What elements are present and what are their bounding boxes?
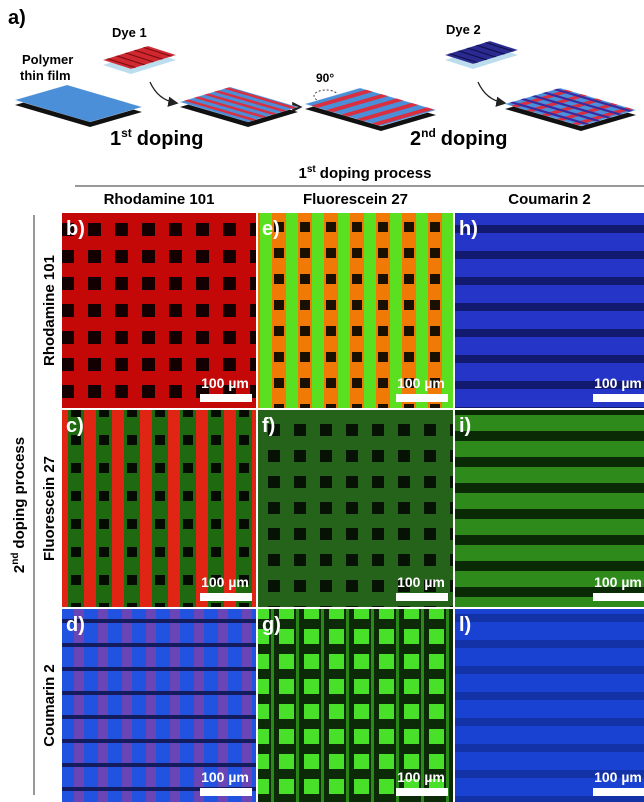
panel-label: g) — [262, 614, 281, 636]
scale-bar — [200, 788, 252, 796]
scale-bar — [593, 788, 644, 796]
row-label: Rhodamine 101 — [41, 255, 58, 366]
scale-bar — [200, 593, 252, 601]
panel-label: c) — [66, 415, 84, 437]
dye-label: Dye 1 — [112, 25, 147, 40]
scale-bar — [200, 394, 252, 402]
scale-bar-label: 100 µm — [397, 375, 445, 391]
panel-label: l) — [459, 614, 471, 636]
scale-bar-label: 100 µm — [594, 574, 642, 590]
figure: a) Polymer thin film Dye 1 Dye 2 90° 1st… — [0, 0, 644, 802]
column-label: Coumarin 2 — [508, 191, 591, 208]
scale-bar — [396, 394, 448, 402]
panel-label: e) — [262, 218, 280, 240]
panel-label: i) — [459, 415, 471, 437]
scale-bar-label: 100 µm — [201, 769, 249, 785]
scale-bar — [396, 593, 448, 601]
dye-label: Dye 2 — [446, 22, 481, 37]
row-label: Coumarin 2 — [41, 664, 58, 747]
scale-bar — [396, 788, 448, 796]
arrow — [150, 82, 176, 103]
scale-bar-label: 100 µm — [594, 375, 642, 391]
row-header: 2nddoping process — [10, 437, 28, 573]
scale-bar-label: 100 µm — [594, 769, 642, 785]
panel-label: b) — [66, 218, 85, 240]
scale-bar — [593, 394, 644, 402]
scale-bar-label: 100 µm — [201, 574, 249, 590]
scale-bar-label: 100 µm — [397, 574, 445, 590]
panel-label: h) — [459, 218, 478, 240]
panel-label: a) — [8, 7, 26, 29]
arrow — [478, 82, 504, 103]
scale-bar — [593, 593, 644, 601]
scale-bar-label: 100 µm — [397, 769, 445, 785]
film-label: thin film — [20, 68, 71, 83]
film-label: Polymer — [22, 52, 73, 67]
column-label: Rhodamine 101 — [104, 191, 215, 208]
panel-label: d) — [66, 614, 85, 636]
panel-label: f) — [262, 415, 275, 437]
row-label: Fluorescein 27 — [41, 456, 58, 561]
rotation-label: 90° — [316, 71, 334, 85]
scale-bar-label: 100 µm — [201, 375, 249, 391]
column-label: Fluorescein 27 — [303, 191, 408, 208]
